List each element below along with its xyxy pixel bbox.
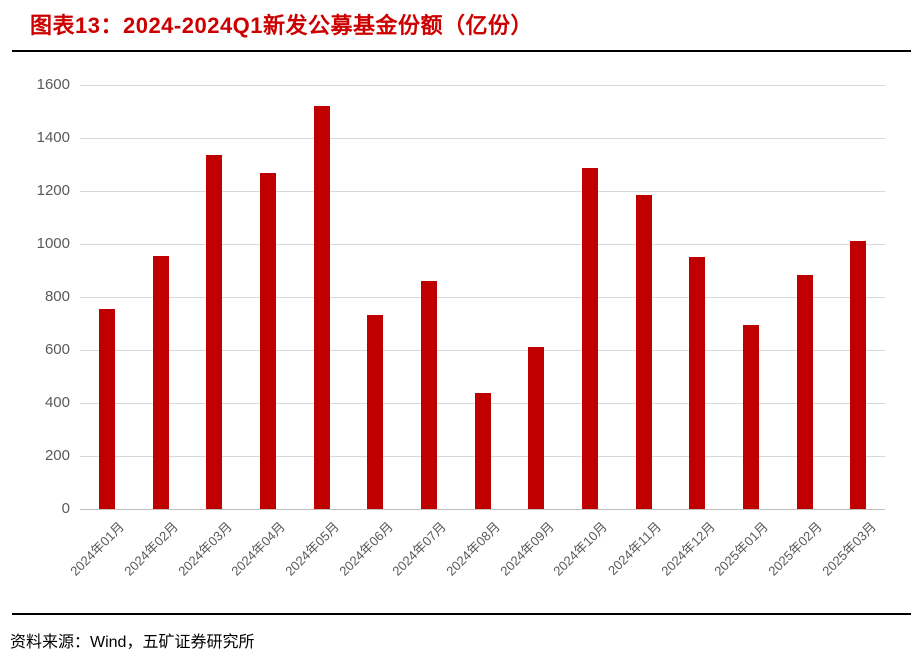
gridline <box>80 138 885 139</box>
y-axis-tick-label: 1400 <box>36 129 70 146</box>
y-axis-tick-label: 200 <box>44 447 70 464</box>
x-axis-tick-label: 2025年02月 <box>765 519 826 579</box>
footer-divider <box>12 613 911 615</box>
bar <box>850 241 867 509</box>
y-axis-tick-label: 800 <box>44 288 70 305</box>
bar <box>420 281 437 509</box>
x-axis-tick-label: 2024年11月 <box>605 519 665 578</box>
bar <box>259 172 276 509</box>
x-axis-tick-label: 2024年10月 <box>550 519 611 579</box>
x-axis-tick-label: 2024年09月 <box>497 519 557 579</box>
y-axis-tick-label: 1600 <box>36 76 70 93</box>
x-axis-line <box>80 509 885 510</box>
title-divider <box>12 50 911 52</box>
gridline <box>80 85 885 86</box>
y-axis-tick-label: 600 <box>44 341 70 358</box>
x-axis-tick-label: 2024年04月 <box>228 519 289 579</box>
bar <box>367 315 384 509</box>
bar <box>528 346 545 509</box>
x-axis-tick-label: 2025年01月 <box>711 519 772 579</box>
gridline <box>80 191 885 192</box>
fund-issuance-bar-chart: 0 200 400 600 800 1000 1200 1400 1600 2024年01月 202… <box>0 60 924 605</box>
gridline <box>80 244 885 245</box>
x-axis-tick-label: 2024年06月 <box>336 519 396 579</box>
y-axis-tick-label: 0 <box>61 500 70 517</box>
x-axis-tick-label: 2024年08月 <box>443 519 504 579</box>
bar <box>689 257 706 509</box>
y-axis-tick-label: 400 <box>44 394 70 411</box>
gridline <box>80 297 885 298</box>
bar <box>152 255 169 509</box>
y-axis-tick-label: 1200 <box>36 182 70 199</box>
x-axis-tick-label: 2025年03月 <box>819 519 879 579</box>
bar <box>474 393 491 509</box>
plot-area: 0 200 400 600 800 1000 1200 1400 1600 2024年01月 202… <box>37 76 885 579</box>
x-axis-tick-label: 2024年02月 <box>121 519 182 579</box>
bar <box>796 275 813 509</box>
bar <box>635 195 652 509</box>
bar <box>313 106 330 509</box>
bar <box>206 155 223 509</box>
bar <box>581 168 598 509</box>
y-axis-tick-label: 1000 <box>36 235 70 252</box>
x-axis-tick-label: 2024年12月 <box>658 519 718 579</box>
bar <box>98 309 115 509</box>
source-note: 资料来源：Wind，五矿证券研究所 <box>10 634 255 651</box>
page-title: 图表13：2024-2024Q1新发公募基金份额（亿份） <box>30 13 534 38</box>
x-axis-tick-label: 2024年07月 <box>389 519 450 579</box>
bar <box>742 325 759 509</box>
x-axis-tick-label: 2024年03月 <box>175 519 235 579</box>
x-axis-tick-label: 2024年01月 <box>67 519 128 579</box>
x-axis-tick-label: 2024年05月 <box>282 519 343 579</box>
gridline <box>80 350 885 351</box>
